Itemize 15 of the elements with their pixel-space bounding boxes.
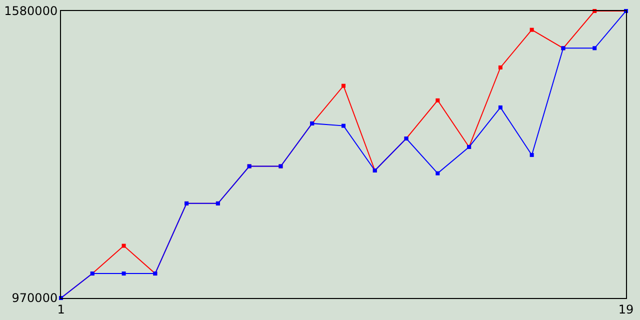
point: [498, 65, 502, 70]
y-tick-label: 1580000: [4, 4, 58, 18]
point: [122, 272, 126, 276]
point: [342, 84, 346, 88]
point: [592, 46, 597, 50]
point: [498, 105, 502, 110]
point: [436, 171, 440, 176]
point: [122, 244, 126, 248]
point: [342, 124, 346, 128]
y-tick-label: 970000: [12, 291, 58, 306]
point: [436, 98, 440, 102]
point: [530, 152, 534, 157]
x-tick-label: 19: [618, 302, 634, 316]
x-tick-label: 1: [57, 302, 65, 316]
point: [530, 28, 534, 32]
